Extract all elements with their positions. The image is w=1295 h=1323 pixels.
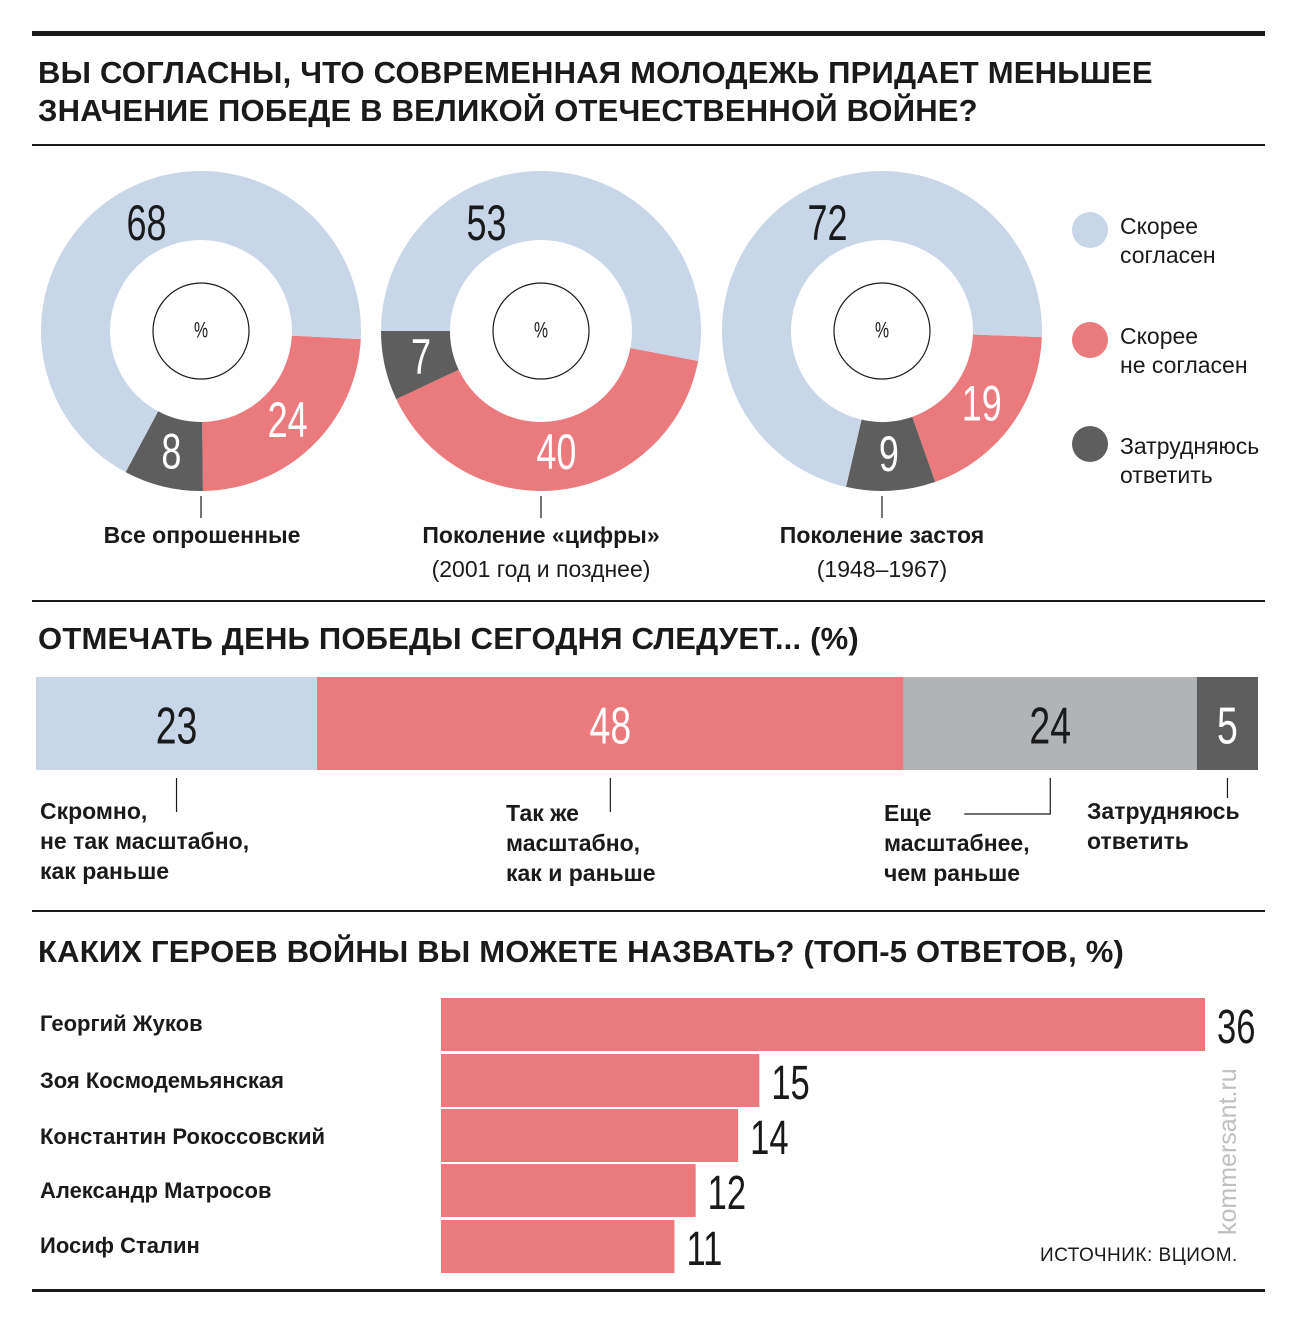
hero-name-kosmodemyanskaya: Зоя Космодемьянская [40,1068,284,1093]
donut2-value-agree: 53 [467,197,507,252]
donut3-slice-disagree [912,334,1042,482]
donut1-center-label: % [194,319,208,343]
stack-label-modest-1: Скромно, [40,798,148,824]
donut1-center-ring [152,282,250,380]
donut1-caption-line1: Все опрошенные [103,522,301,548]
hero-bar-matrosov [441,1164,696,1217]
donut1-value-disagree: 24 [268,394,308,449]
donut3-value-undecided: 9 [879,427,899,482]
legend-agree-label-1: Скорее [1120,213,1199,239]
hero-bar-kosmodemyanskaya [441,1054,760,1107]
stack-label-modest-3: как раньше [40,858,170,884]
stack-label-same-2: масштабно, [506,830,641,856]
donut2-value-undecided: 7 [411,330,431,385]
section1-title-line1: ВЫ СОГЛАСНЫ, ЧТО СОВРЕМЕННАЯ МОЛОДЕЖЬ ПР… [38,55,1153,90]
donut2-slice-undecided [381,331,459,400]
stack-segment-same [317,677,904,770]
legend-undecided-swatch [1072,426,1108,462]
stack-label-undecided-1: Затрудняюсь [1087,798,1240,824]
donut1-slice-disagree [202,335,361,491]
donut1-value-undecided: 8 [161,425,181,480]
hero-name-matrosov: Александр Матросов [40,1178,272,1203]
stack-label-same-1: Так же [506,800,579,826]
section2-top-rule [32,600,1265,602]
donut3-caption-line1: Поколение застоя [779,522,985,548]
hero-value-kosmodemyanskaya: 15 [771,1056,809,1110]
donut3-slice-undecided [846,416,936,491]
hero-name-stalin: Иосиф Сталин [40,1233,200,1258]
donut3-slice-agree [722,171,1042,487]
stack-leader-more [964,778,1051,815]
donut-charts: % 24 8 68% 40 7 53% 19 9 72 [40,170,1042,518]
stack-label-modest-2: не так масштабно, [40,828,250,854]
stack-value-more: 24 [1029,696,1071,755]
section1-bottom-rule [32,144,1265,146]
source-note: ИСТОЧНИК: ВЦИОМ. [1040,1245,1238,1266]
legend-disagree-label-1: Скорее [1120,323,1199,349]
hero-value-stalin: 11 [686,1222,722,1276]
donut1-value-agree: 68 [127,197,167,252]
hero-bar-zhukov [441,998,1205,1051]
stack-label-more-3: чем раньше [884,860,1021,886]
stack-value-undecided: 5 [1217,696,1238,755]
bottom-rule [32,1289,1265,1292]
donut3-center-label: % [875,319,889,343]
donut2-caption-line2: (2001 год и позднее) [431,556,651,582]
stack-segment-modest [36,677,318,770]
donut2-caption-line1: Поколение «цифры» [422,522,660,548]
stack-segment-more [903,677,1197,770]
donut1-slice-undecided [125,411,203,492]
donut3-caption-line2: (1948–1967) [816,556,948,582]
legend-undecided-label-2: ответить [1120,462,1213,488]
stack-segment-undecided [1196,677,1258,770]
top-rule [32,31,1265,36]
hero-name-rokossovsky: Константин Рокоссовский [40,1124,326,1149]
legend-agree-label-2: согласен [1120,242,1216,268]
legend-disagree-label-2: не согласен [1120,352,1248,378]
donut2-value-disagree: 40 [536,425,576,480]
donut2-center-ring [492,282,590,380]
section1-title-line2: ЗНАЧЕНИЕ ПОБЕДЕ В ВЕЛИКОЙ ОТЕЧЕСТВЕННОЙ … [38,93,978,128]
stack-label-more-2: масштабнее, [884,830,1030,856]
hero-value-zhukov: 36 [1217,1000,1255,1054]
legend-agree-swatch [1072,212,1108,248]
section3-title: КАКИХ ГЕРОЕВ ВОЙНЫ ВЫ МОЖЕТЕ НАЗВАТЬ? (Т… [38,934,1125,969]
donut2-center-label: % [534,319,548,343]
donut3-center-ring [833,282,931,380]
stack-label-undecided-2: ответить [1087,828,1189,854]
watermark: kommersant.ru [1214,1068,1242,1235]
stack-value-modest: 23 [156,696,198,755]
legend-disagree-swatch [1072,322,1108,358]
donut3-value-agree: 72 [808,197,848,252]
hero-name-zhukov: Георгий Жуков [40,1011,203,1036]
stack-label-more-1: Еще [884,800,932,826]
donut3-value-disagree: 19 [962,377,1002,432]
section3-top-rule [32,910,1265,912]
hero-value-rokossovsky: 14 [750,1111,788,1165]
stack-value-same: 48 [590,696,632,755]
donut1-slice-agree [40,171,361,473]
hero-bar-stalin [441,1220,675,1273]
donut2-slice-agree [381,170,701,361]
stacked-bar-chart: 23 48 24 5 [36,677,1258,815]
donut2-slice-disagree [396,348,699,492]
stack-label-same-3: как и раньше [506,860,656,886]
hero-bar-rokossovsky [441,1109,739,1162]
section2-title: ОТМЕЧАТЬ ДЕНЬ ПОБЕДЫ СЕГОДНЯ СЛЕДУЕТ... … [38,621,859,656]
legend-undecided-label-1: Затрудняюсь [1120,433,1260,459]
hero-value-matrosov: 12 [708,1166,746,1220]
